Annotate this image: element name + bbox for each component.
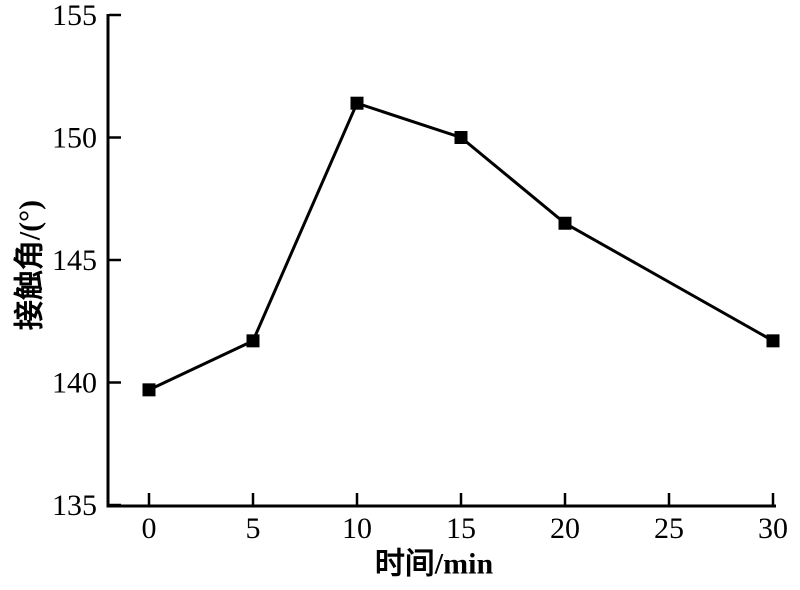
- y-axis-title: 接触角/(°): [14, 200, 47, 330]
- data-point: [766, 334, 780, 348]
- data-point: [142, 383, 156, 397]
- x-tick-label: 0: [142, 512, 157, 545]
- data-point: [558, 216, 572, 230]
- y-tick-label: 150: [52, 122, 97, 155]
- series-layer: [142, 96, 780, 397]
- data-point: [350, 96, 364, 110]
- data-point: [246, 334, 260, 348]
- x-tick-label: 5: [246, 512, 261, 545]
- x-tick-label: 10: [342, 512, 372, 545]
- x-axis-title: 时间/min: [375, 548, 494, 581]
- y-tick-label: 140: [52, 367, 97, 400]
- data-line: [148, 101, 774, 392]
- y-tick-label: 135: [52, 489, 97, 522]
- y-tick-label: 155: [52, 0, 97, 32]
- x-tick-label: 30: [758, 512, 788, 545]
- x-tick-label: 25: [654, 512, 684, 545]
- data-point: [454, 131, 468, 144]
- x-tick-label: 15: [446, 512, 476, 545]
- axes-layer: 0 5 10 15 20 25 30 135 140 145 150 155: [52, 0, 788, 545]
- y-tick-label: 145: [52, 244, 97, 277]
- x-tick-label: 20: [550, 512, 580, 545]
